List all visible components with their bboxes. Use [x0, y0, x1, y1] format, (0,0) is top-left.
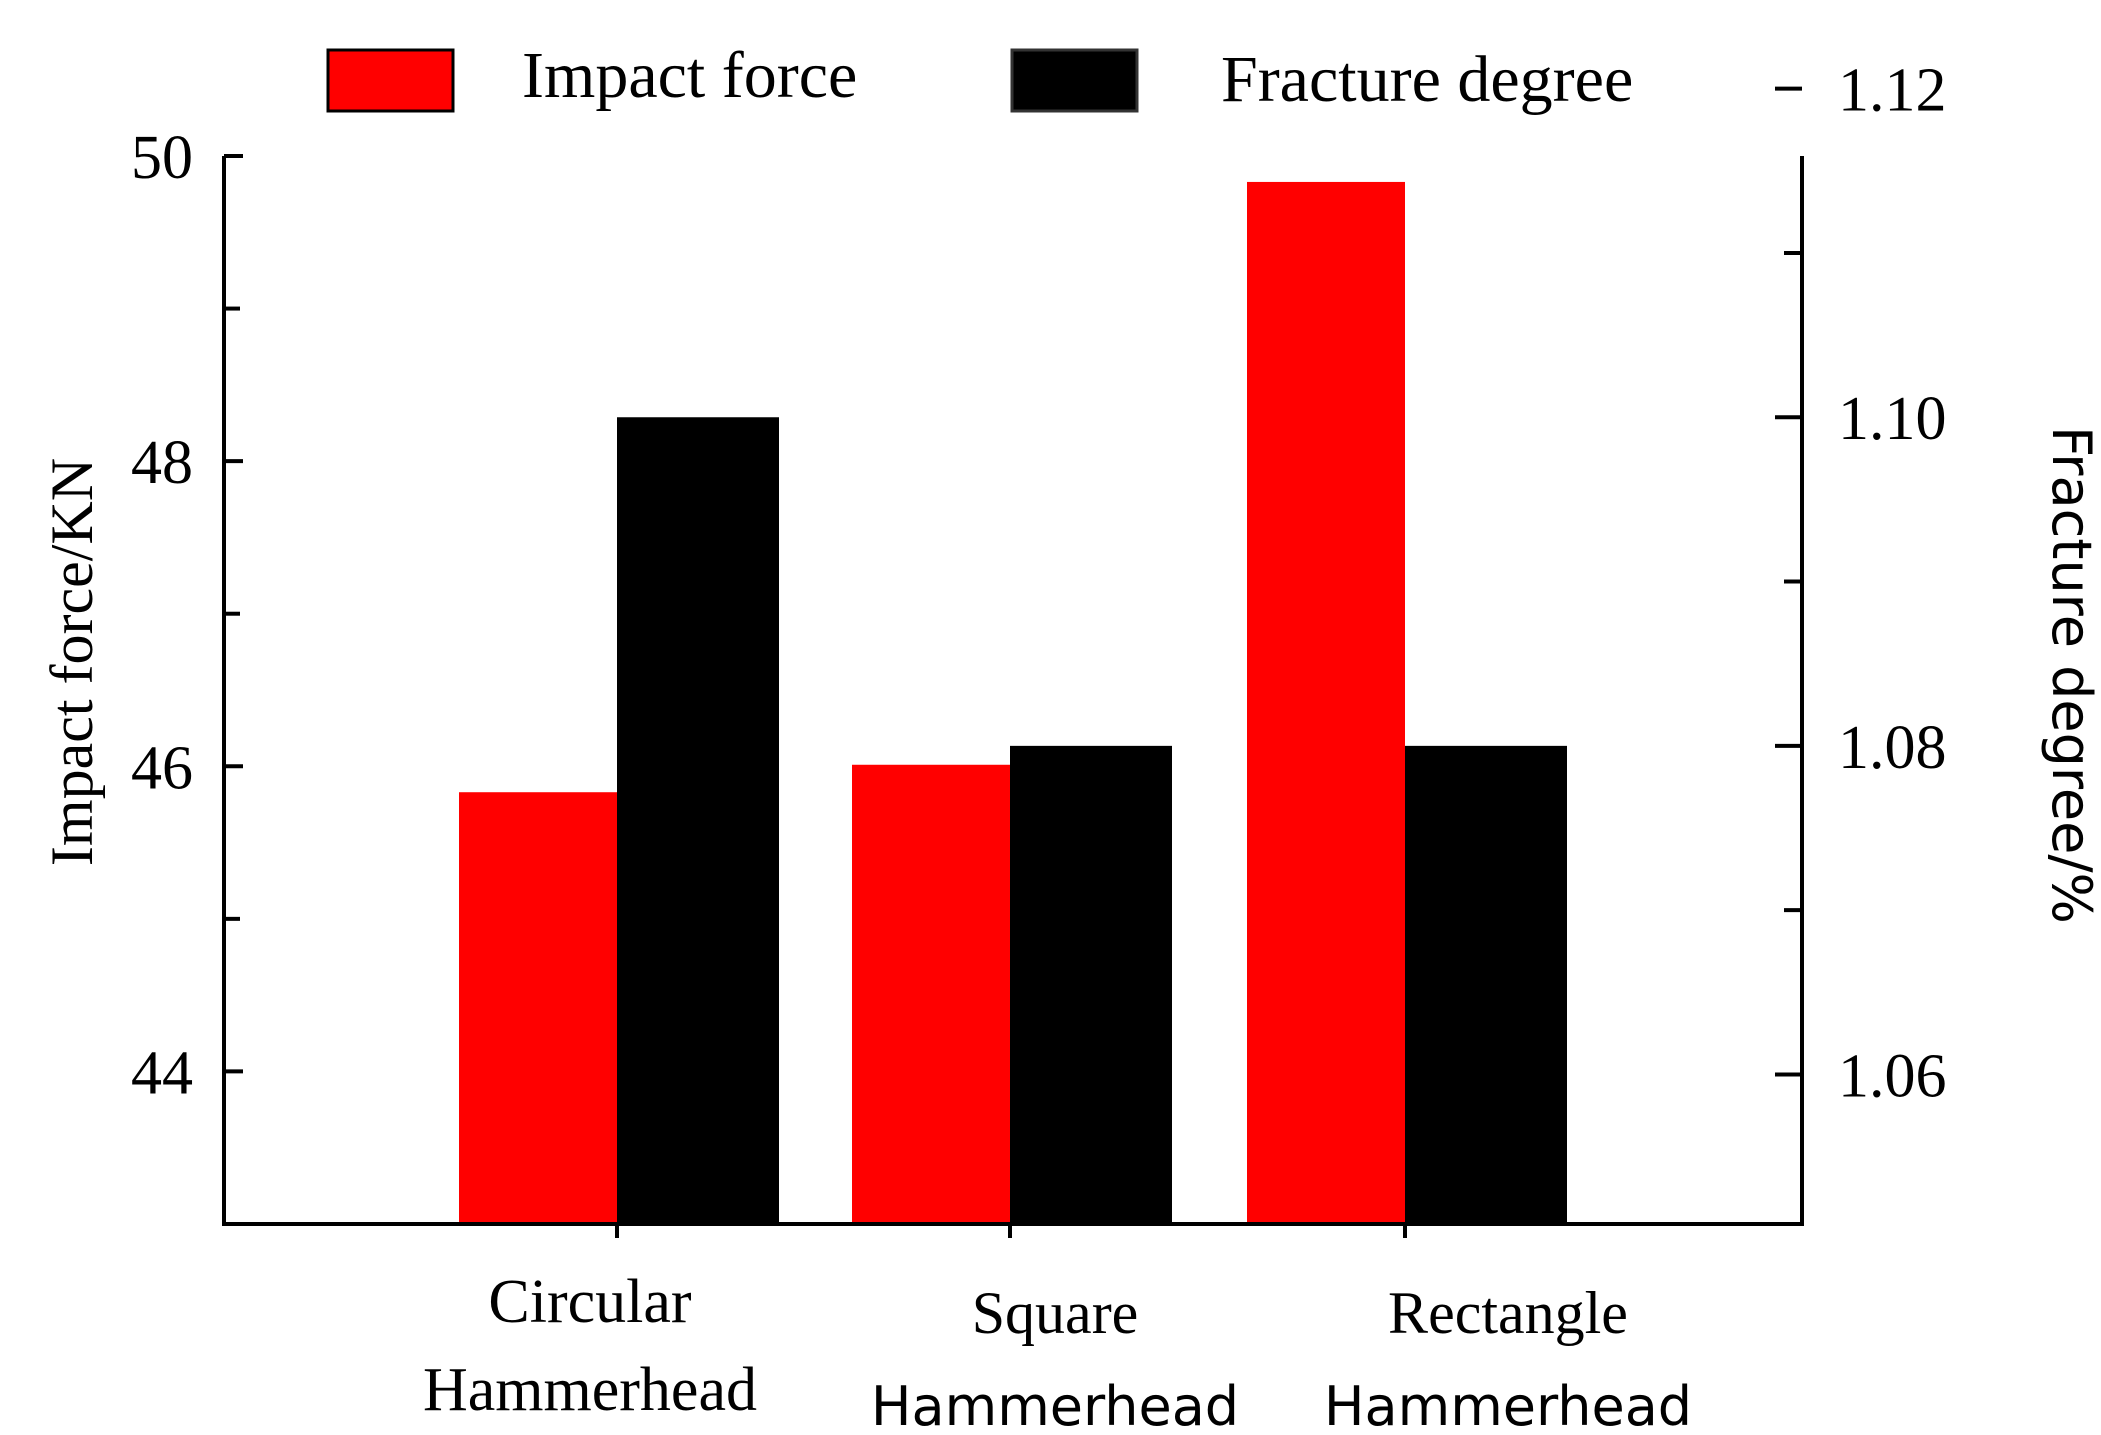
bar-impact-force-rectangle: [1247, 181, 1405, 1225]
left-tick-label: 46: [131, 734, 193, 802]
left-axis-title: Impact force/KN: [39, 458, 105, 866]
bars: [459, 181, 1567, 1225]
right-axis-title: Fracture degree/%: [2040, 426, 2101, 924]
x-label-square-line1: Square: [972, 1280, 1139, 1346]
x-label-circular-line1: Circular: [488, 1268, 691, 1336]
left-tick-label: 44: [131, 1039, 193, 1107]
x-label-rectangle-line1: Rectangle: [1388, 1280, 1628, 1346]
left-tick-label: 50: [131, 124, 193, 192]
right-tick-label: 1.06: [1838, 1042, 1947, 1110]
legend-label-impact-force: Impact force: [522, 39, 857, 112]
right-tick-label: 1.12: [1838, 57, 1947, 125]
x-label-square-line2: Hammerhead: [871, 1375, 1239, 1435]
x-category-labels: Circular Hammerhead Square Hammerhead Re…: [423, 1268, 1692, 1435]
bar-impact-force-circular: [459, 792, 617, 1224]
legend-swatch-impact-force: [326, 48, 455, 113]
bar-fracture-degree-circular: [617, 417, 779, 1224]
right-tick-label: 1.08: [1838, 714, 1947, 782]
legend-swatch-fracture-degree: [1010, 48, 1139, 113]
x-label-rectangle-line2: Hammerhead: [1324, 1375, 1692, 1435]
legend-label-fracture-degree: Fracture degree: [1221, 43, 1633, 116]
bar-impact-force-square: [852, 764, 1010, 1224]
x-axis-ticks: [615, 1224, 1407, 1238]
left-axis-ticks: 44 46 48 50: [131, 124, 243, 1107]
axes: 44 46 48 50 1.06 1.08 1.10 1.12: [131, 57, 1947, 1238]
bar-fracture-degree-square: [1010, 745, 1172, 1224]
legend: Impact force Fracture degree: [326, 39, 1633, 116]
right-tick-label: 1.10: [1838, 385, 1947, 453]
right-axis-ticks: 1.06 1.08 1.10 1.12: [1775, 57, 1947, 1110]
left-tick-label: 48: [131, 429, 193, 497]
bar-fracture-degree-rectangle: [1405, 745, 1567, 1224]
x-label-circular-line2: Hammerhead: [423, 1356, 757, 1424]
